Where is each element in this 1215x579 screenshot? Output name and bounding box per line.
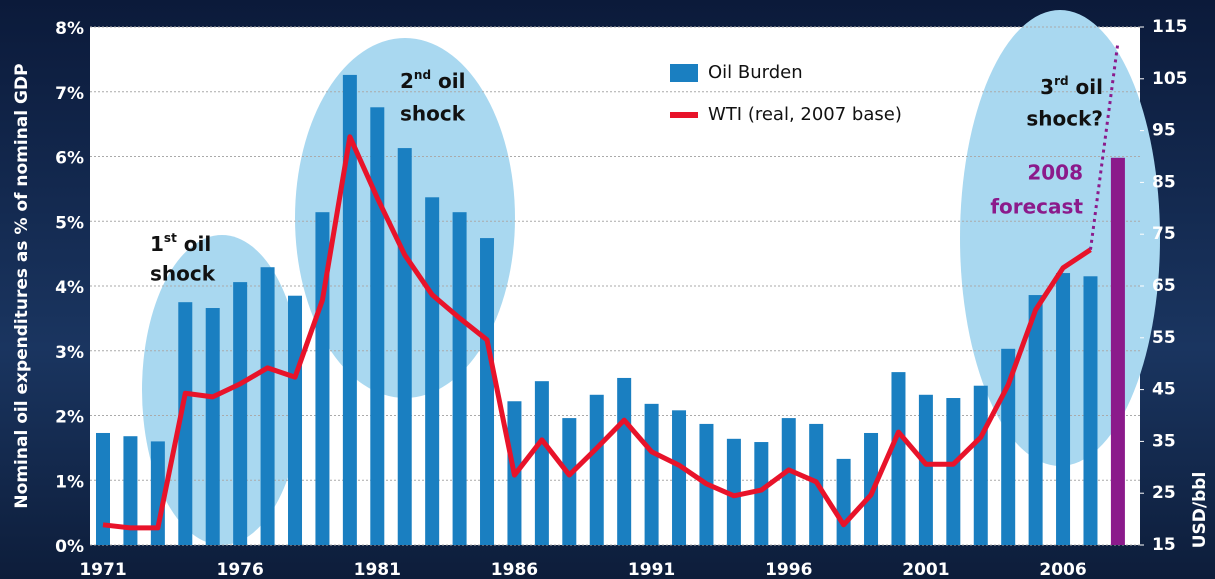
annotation: forecast — [990, 195, 1083, 219]
bar — [261, 267, 275, 545]
bar — [480, 238, 494, 545]
x-tick-label: 2001 — [902, 560, 949, 579]
bar — [782, 418, 796, 545]
bar — [425, 197, 439, 545]
y2-tick-label: 15 — [1152, 535, 1176, 555]
legend-label: WTI (real, 2007 base) — [708, 104, 902, 125]
annotation: 2008 — [1027, 161, 1083, 185]
annotation: shock? — [1026, 107, 1103, 131]
bar — [370, 107, 384, 545]
bar — [1111, 158, 1125, 545]
y2-tick-label: 115 — [1152, 17, 1188, 37]
annotation: 3rd oil — [1040, 74, 1103, 99]
y-tick-label: 5% — [55, 213, 84, 233]
x-tick-label: 2006 — [1039, 560, 1086, 579]
annotation: 1st oil — [150, 231, 211, 256]
y-tick-label: 2% — [55, 408, 84, 428]
bar — [453, 212, 467, 545]
x-tick-label: 1996 — [765, 560, 812, 579]
chart: Nominal oil expenditures as % of nominal… — [0, 0, 1215, 579]
bar — [1083, 276, 1097, 545]
bar — [398, 148, 412, 545]
y2-tick-label: 25 — [1152, 483, 1176, 503]
y-tick-label: 8% — [55, 19, 84, 39]
y2-tick-label: 35 — [1152, 431, 1176, 451]
y-tick-label: 7% — [55, 84, 84, 104]
bar — [617, 378, 631, 545]
x-tick-label: 1976 — [216, 560, 263, 579]
bar — [837, 459, 851, 545]
x-tick-label: 1986 — [491, 560, 538, 579]
bar — [672, 410, 686, 545]
legend-swatch — [670, 64, 698, 82]
annotation: shock — [150, 262, 216, 286]
bar — [288, 296, 302, 545]
bar — [1056, 273, 1070, 545]
bar — [562, 418, 576, 545]
y2-tick-label: 95 — [1152, 121, 1176, 141]
bar — [919, 395, 933, 545]
bar — [1029, 295, 1043, 545]
bar — [891, 372, 905, 545]
bar — [645, 404, 659, 545]
y-tick-label: 1% — [55, 472, 84, 492]
y-tick-label: 3% — [55, 343, 84, 363]
y-tick-label: 6% — [55, 149, 84, 169]
y2-tick-label: 75 — [1152, 224, 1176, 244]
bar — [233, 282, 247, 545]
y2-tick-label: 55 — [1152, 328, 1176, 348]
y2-axis-title: USD/bbl — [1190, 472, 1210, 549]
x-tick-label: 1971 — [79, 560, 126, 579]
bar — [946, 398, 960, 545]
x-tick-label: 1981 — [354, 560, 401, 579]
bar — [206, 308, 220, 545]
y-tick-label: 0% — [55, 537, 84, 557]
bar — [974, 386, 988, 545]
bar — [96, 433, 110, 545]
bar — [535, 381, 549, 545]
x-tick-label: 1991 — [628, 560, 675, 579]
y-axis-title: Nominal oil expenditures as % of nominal… — [12, 63, 32, 508]
annotation: 2nd oil — [400, 68, 465, 93]
legend-swatch — [670, 112, 698, 118]
y2-tick-label: 105 — [1152, 69, 1188, 89]
y2-tick-label: 45 — [1152, 380, 1176, 400]
bar — [590, 395, 604, 545]
annotation: shock — [400, 102, 466, 126]
y-tick-label: 4% — [55, 278, 84, 298]
y2-tick-label: 85 — [1152, 172, 1176, 192]
y2-tick-label: 65 — [1152, 276, 1176, 296]
legend-label: Oil Burden — [708, 62, 803, 83]
